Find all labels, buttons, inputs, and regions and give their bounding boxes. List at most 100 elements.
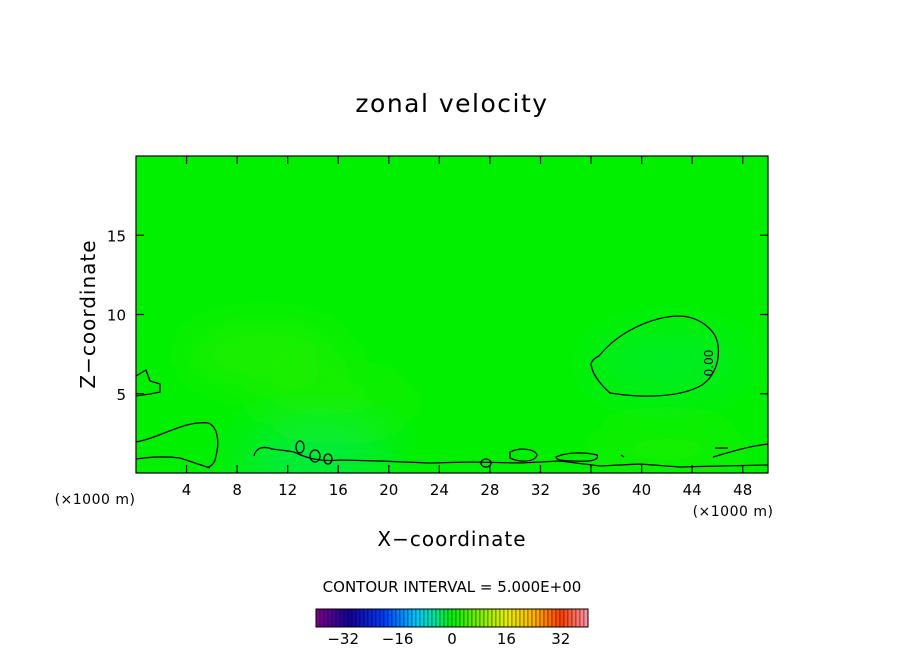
colorbar-cell [347,608,353,628]
colorbar-cell [479,608,485,628]
colorbar-cell [559,608,565,628]
colorbar-tick-label: 32 [551,630,570,648]
contour-surface-band [253,446,768,468]
colorbar-cell [459,608,465,628]
colorbar-cell [407,608,413,628]
colorbar-cell [487,608,493,628]
colorbar-cell [359,608,365,628]
colorbar-cell [351,608,357,628]
colorbar-tick-label: −16 [382,630,414,648]
field-background [136,156,768,473]
y-tick-label: 5 [116,386,126,404]
colorbar-cell [391,608,397,628]
colorbar-cell [503,608,509,628]
field-anomalies [182,326,747,473]
contour-dot [620,454,625,458]
contour-mid-blob [509,448,538,462]
contour-loop-a [295,440,305,454]
x-axis-ticks: 4 8 12 16 20 24 28 32 36 40 44 48 [182,156,752,499]
colorbar-cell [335,608,341,628]
colorbar-cell [491,608,497,628]
colorbar-cell [415,608,421,628]
field-anomaly [232,433,393,473]
colorbar-cell [419,608,425,628]
colorbar-frame [315,608,589,628]
colorbar-cell [519,608,525,628]
colorbar-cell [367,608,373,628]
colorbar-cell [399,608,405,628]
colorbar-cell [315,608,321,628]
colorbar-cell [387,608,393,628]
contour-label: 0.00 [702,350,716,377]
colorbar-tick-label: −32 [327,630,359,648]
colorbar-cell [447,608,453,628]
colorbar-tick-label: 0 [447,630,457,648]
colorbar-cell [511,608,517,628]
colorbar-cell [551,608,557,628]
contour-left-upper [136,422,219,468]
x-tick-label: 48 [733,481,752,499]
colorbar-cell [583,608,589,628]
field-anomaly [586,421,747,473]
colorbar-cell [523,608,529,628]
colorbar-cell [579,608,585,628]
colorbar-cell [471,608,477,628]
colorbar-cell [515,608,521,628]
colorbar-cell [371,608,377,628]
colorbar-cell [483,608,489,628]
colorbar-cell [571,608,577,628]
colorbar-cell [475,608,481,628]
colorbar-cell [363,608,369,628]
x-tick-label: 20 [379,481,398,499]
colorbar-cell [323,608,329,628]
y-tick-label: 10 [107,307,126,325]
colorbar-cell [375,608,381,628]
colorbar-cell [423,608,429,628]
x-tick-label: 16 [329,481,348,499]
x-tick-label: 40 [632,481,651,499]
colorbar-cell [507,608,513,628]
y-axis-ticks: 5 10 15 [107,227,768,404]
y-tick-label: 15 [107,227,126,245]
colorbar-cell [403,608,409,628]
field-anomaly [258,373,419,430]
colorbar-cell [395,608,401,628]
colorbar-cell [319,608,325,628]
colorbar-cell [567,608,573,628]
colorbar-tick-label: 16 [497,630,516,648]
colorbar-cell [331,608,337,628]
colorbar-cell [343,608,349,628]
x-axis-title: X−coordinate [377,527,526,551]
contour-right-cell [590,315,720,397]
colorbar-cell [443,608,449,628]
colorbar-cell [539,608,545,628]
colorbar-cell [495,608,501,628]
x-tick-label: 12 [278,481,297,499]
colorbar-cell [547,608,553,628]
x-tick-label: 32 [531,481,550,499]
colorbar-cell [463,608,469,628]
contour-left-lower [136,456,211,469]
contour-right-upper [712,443,768,458]
colorbar-cell [411,608,417,628]
colorbar-cell [455,608,461,628]
colorbar [315,608,589,628]
y-axis-title: Z−coordinate [76,239,100,388]
colorbar-cell [379,608,385,628]
contour-loop-d [480,458,492,468]
contour-right-blob [555,452,599,462]
contour-loop-b [309,449,321,463]
contour-left-wedge [136,369,161,397]
colorbar-cell [499,608,505,628]
x-unit-label: (×1000 m) [693,504,774,520]
y-unit-label: (×1000 m) [55,492,136,508]
zero-contours [136,315,768,469]
colorbar-cell [543,608,549,628]
chart-title: zonal velocity [355,89,548,118]
colorbar-cell [555,608,561,628]
x-tick-label: 4 [182,481,192,499]
x-tick-label: 44 [683,481,702,499]
colorbar-cell [527,608,533,628]
colorbar-cell [563,608,569,628]
